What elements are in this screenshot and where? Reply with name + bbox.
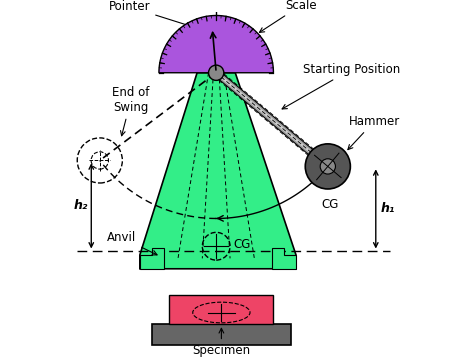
Polygon shape xyxy=(159,15,273,73)
Polygon shape xyxy=(272,248,296,269)
Text: CG: CG xyxy=(234,238,251,251)
Text: CG: CG xyxy=(321,198,338,211)
Polygon shape xyxy=(140,73,296,269)
FancyBboxPatch shape xyxy=(152,324,291,345)
Text: Specimen: Specimen xyxy=(192,328,250,357)
Text: Starting Position: Starting Position xyxy=(282,63,400,109)
Text: h₂: h₂ xyxy=(73,200,88,213)
Circle shape xyxy=(305,144,350,189)
Circle shape xyxy=(320,159,336,174)
FancyBboxPatch shape xyxy=(169,295,273,324)
Polygon shape xyxy=(140,248,164,269)
Polygon shape xyxy=(324,159,346,184)
Circle shape xyxy=(209,65,224,80)
Text: h₁: h₁ xyxy=(381,202,395,215)
Text: Scale: Scale xyxy=(259,0,317,32)
Text: Hammer: Hammer xyxy=(348,115,400,150)
Text: End of
Swing: End of Swing xyxy=(112,86,150,136)
Text: Anvil: Anvil xyxy=(107,231,157,255)
Text: Pointer: Pointer xyxy=(109,0,191,27)
